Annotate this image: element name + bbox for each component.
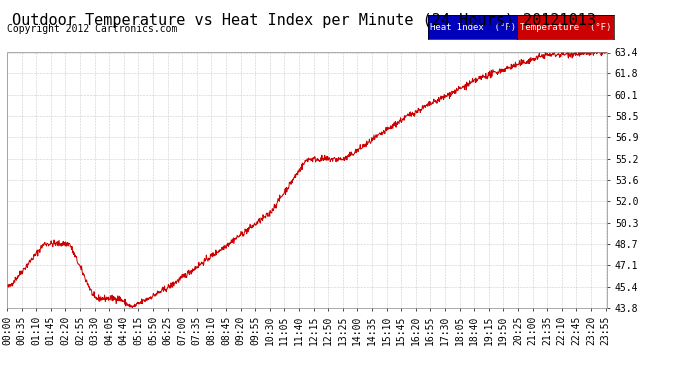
Text: Copyright 2012 Cartronics.com: Copyright 2012 Cartronics.com xyxy=(7,24,177,34)
Text: Heat Index  (°F): Heat Index (°F) xyxy=(429,22,515,32)
Text: Outdoor Temperature vs Heat Index per Minute (24 Hours) 20121013: Outdoor Temperature vs Heat Index per Mi… xyxy=(12,13,595,28)
Text: Temperature  (°F): Temperature (°F) xyxy=(520,22,611,32)
